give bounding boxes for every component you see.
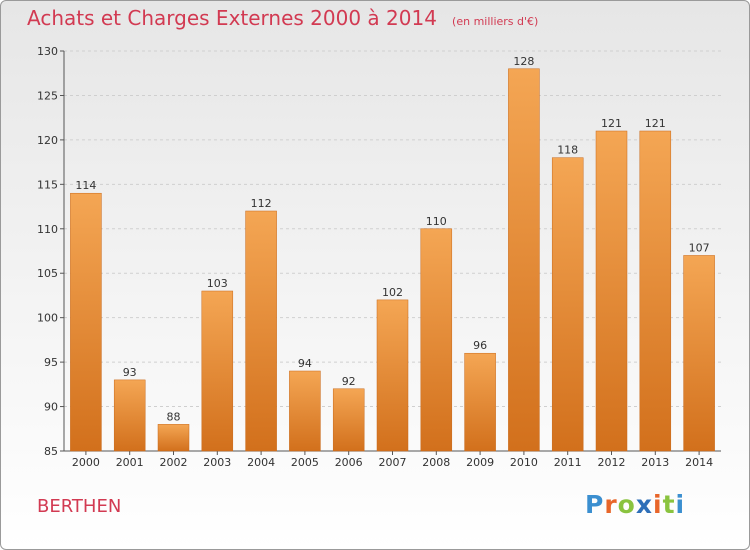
bar-2000 (70, 192, 102, 452)
chart-title: Achats et Charges Externes 2000 à 2014 (27, 6, 437, 30)
bar-2013 (639, 130, 672, 452)
x-tick-label-2009: 2009 (466, 456, 494, 469)
logo-letter: i (653, 490, 663, 519)
y-tick-label: 125 (37, 89, 58, 102)
x-tick-label-2001: 2001 (116, 456, 144, 469)
x-tick-label-2005: 2005 (291, 456, 319, 469)
bar-2004 (245, 210, 277, 452)
data-label-2002: 88 (167, 410, 181, 423)
bar-2006 (332, 388, 365, 452)
data-label-2008: 110 (426, 215, 447, 228)
data-label-2000: 114 (75, 179, 96, 192)
y-tick-label: 115 (37, 178, 58, 191)
bars (70, 68, 715, 452)
chart-unit: (en milliers d'€) (452, 15, 539, 28)
bar-2007 (376, 299, 409, 452)
x-tick-label-2000: 2000 (72, 456, 100, 469)
x-tick-label-2004: 2004 (247, 456, 275, 469)
y-tick-label: 105 (37, 267, 58, 280)
logo-letter: P (585, 490, 605, 519)
data-label-2010: 128 (513, 55, 534, 68)
data-label-2004: 112 (251, 197, 272, 210)
data-label-2011: 118 (557, 144, 578, 157)
logo-letter: t (662, 490, 676, 519)
x-tick-label-2013: 2013 (641, 456, 669, 469)
y-tick-label: 95 (44, 356, 58, 369)
data-label-2009: 96 (473, 339, 487, 352)
y-tick-label: 110 (37, 223, 58, 236)
bar-2010 (508, 68, 540, 452)
proxiti-logo[interactable]: Proxiti (585, 490, 685, 519)
x-tick-label-2006: 2006 (335, 456, 363, 469)
x-tick-label-2007: 2007 (379, 456, 407, 469)
logo-letter: i (675, 490, 686, 519)
bar-2008 (420, 228, 453, 452)
x-tick-label-2011: 2011 (554, 456, 582, 469)
bar-2002 (157, 424, 190, 452)
x-tick-label-2010: 2010 (510, 456, 538, 469)
bar-2012 (595, 130, 628, 452)
x-tick-label-2002: 2002 (160, 456, 188, 469)
bar-2011 (551, 157, 584, 452)
labels: 85 90 95 100 105 110 115 120 125 130 114 2000 93 2001… (37, 45, 713, 469)
bar-2003 (201, 290, 234, 452)
x-tick-label-2014: 2014 (685, 456, 713, 469)
y-tick-label: 85 (44, 445, 58, 458)
logo-letter: r (604, 490, 618, 519)
data-label-2005: 94 (298, 357, 312, 370)
commune-name: BERTHEN (37, 496, 122, 517)
y-tick-label: 120 (37, 134, 58, 147)
bar-2014 (683, 255, 715, 452)
logo-letter: x (635, 490, 653, 519)
bar-2005 (289, 370, 321, 452)
y-tick-label: 90 (44, 401, 58, 414)
data-label-2003: 103 (207, 277, 228, 290)
bar-2009 (464, 352, 496, 452)
x-tick-label-2008: 2008 (422, 456, 450, 469)
data-label-2014: 107 (689, 241, 710, 254)
data-label-2012: 121 (601, 117, 622, 130)
data-label-2013: 121 (645, 117, 666, 130)
y-tick-label: 130 (37, 45, 58, 58)
bar-2001 (113, 379, 146, 452)
data-label-2001: 93 (123, 366, 137, 379)
title-row: Achats et Charges Externes 2000 à 2014 (… (27, 6, 538, 30)
x-tick-label-2003: 2003 (203, 456, 231, 469)
y-tick-label: 100 (37, 312, 58, 325)
data-label-2007: 102 (382, 286, 403, 299)
logo-letter: o (617, 490, 636, 519)
x-tick-label-2012: 2012 (598, 456, 626, 469)
data-label-2006: 92 (342, 375, 356, 388)
